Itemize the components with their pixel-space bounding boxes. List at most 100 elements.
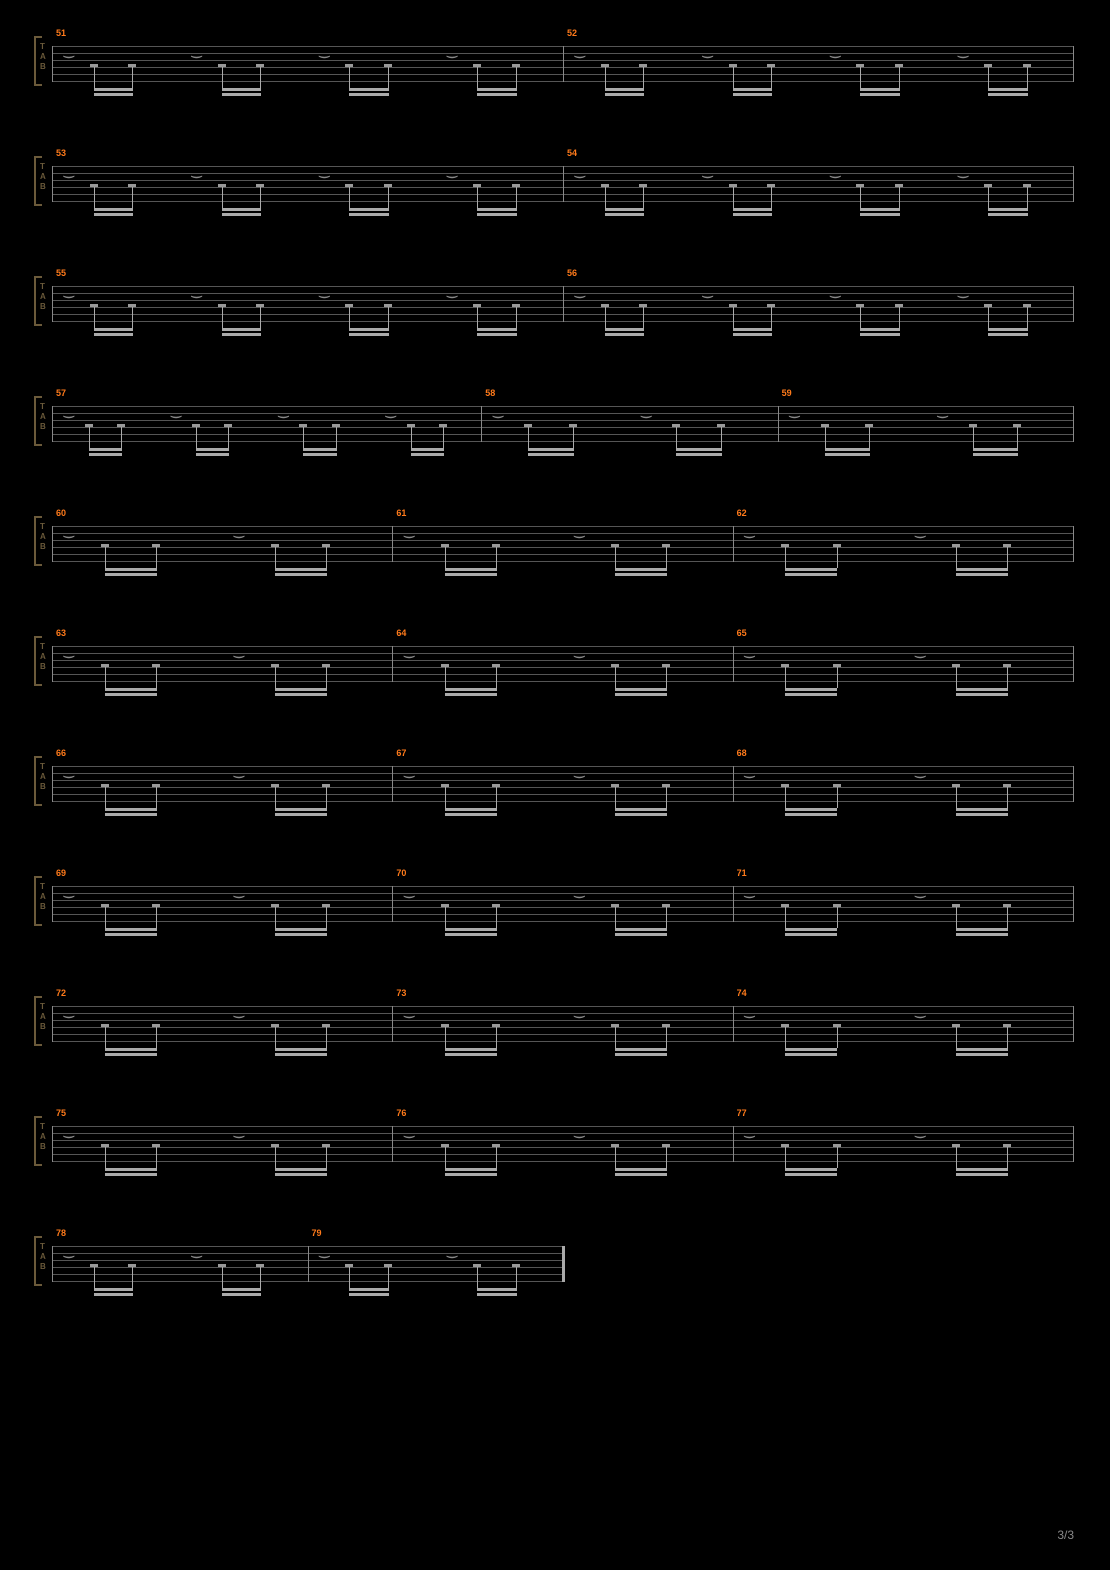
beam (349, 328, 388, 331)
beat-group: ‿ (190, 44, 302, 100)
beat-group: ‿ (62, 164, 174, 220)
beam (825, 448, 870, 451)
note-stem (496, 786, 497, 808)
note-head (345, 184, 353, 187)
note-stem (1007, 786, 1008, 808)
beam (275, 1168, 327, 1171)
beam-secondary (605, 333, 644, 336)
measure-number: 78 (56, 1228, 66, 1238)
barline (392, 1006, 393, 1042)
note-head (984, 64, 992, 67)
note-head (833, 664, 841, 667)
note-stem (988, 66, 989, 88)
note-head (332, 424, 340, 427)
beam (349, 88, 388, 91)
beam-secondary (445, 813, 497, 816)
note-head (322, 664, 330, 667)
beat-group: ‿ (232, 524, 386, 580)
beat-group: ‿ (701, 164, 813, 220)
note-head (611, 664, 619, 667)
note-head (152, 1144, 160, 1147)
beam (956, 1048, 1008, 1051)
note-stem (336, 426, 337, 448)
beam-secondary (94, 213, 133, 216)
beam (275, 1048, 327, 1051)
beam (105, 688, 157, 691)
note-stem (156, 906, 157, 928)
rest-icon: ‿ (574, 1004, 584, 1018)
beam-secondary (222, 1293, 261, 1296)
beat-group: ‿ (936, 404, 1068, 460)
note-stem (643, 306, 644, 328)
note-stem (275, 1026, 276, 1048)
tab-system: TAB78‿‿79‿‿ (36, 1240, 1074, 1302)
note-head (152, 784, 160, 787)
rest-icon: ‿ (234, 1124, 244, 1138)
rest-icon: ‿ (915, 1124, 925, 1138)
note-head (271, 1144, 279, 1147)
note-head (717, 424, 725, 427)
beam (956, 688, 1008, 691)
note-head (524, 424, 532, 427)
note-stem (132, 1266, 133, 1288)
rest-icon: ‿ (831, 164, 841, 178)
note-head (90, 64, 98, 67)
beam-secondary (825, 453, 870, 456)
final-barline (562, 1246, 565, 1282)
beam-secondary (94, 1293, 133, 1296)
beam (105, 568, 157, 571)
beam-secondary (196, 453, 229, 456)
note-head (833, 544, 841, 547)
page-number: 3/3 (1057, 1528, 1074, 1542)
tab-system: TAB72‿‿73‿‿74‿‿ (36, 1000, 1074, 1062)
note-head (128, 1264, 136, 1267)
note-stem (275, 666, 276, 688)
note-stem (837, 666, 838, 688)
note-head (1023, 304, 1031, 307)
beam-secondary (411, 453, 444, 456)
note-head (384, 184, 392, 187)
rest-icon: ‿ (745, 884, 755, 898)
note-stem (156, 1026, 157, 1048)
rest-icon: ‿ (234, 524, 244, 538)
beam-secondary (222, 93, 261, 96)
note-head (101, 544, 109, 547)
beam-secondary (956, 573, 1008, 576)
note-stem (349, 306, 350, 328)
measure-number: 53 (56, 148, 66, 158)
note-head (473, 64, 481, 67)
rest-icon: ‿ (320, 44, 330, 58)
note-head (1003, 1144, 1011, 1147)
barline (733, 1006, 734, 1042)
note-head (1003, 664, 1011, 667)
note-head (218, 184, 226, 187)
tab-system: TAB75‿‿76‿‿77‿‿ (36, 1120, 1074, 1182)
beam-secondary (222, 333, 261, 336)
note-head (85, 424, 93, 427)
tab-system: TAB60‿‿61‿‿62‿‿ (36, 520, 1074, 582)
beam (615, 928, 667, 931)
note-stem (260, 1266, 261, 1288)
beat-group: ‿ (445, 164, 557, 220)
beat-group: ‿ (743, 764, 898, 820)
beam-secondary (676, 453, 721, 456)
beam-secondary (956, 1053, 1008, 1056)
note-head (662, 664, 670, 667)
note-stem (956, 546, 957, 568)
note-stem (105, 666, 106, 688)
note-stem (388, 186, 389, 208)
note-head (256, 304, 264, 307)
beam (445, 688, 497, 691)
beam-secondary (105, 813, 157, 816)
note-stem (573, 426, 574, 448)
note-stem (988, 186, 989, 208)
beam-secondary (275, 1053, 327, 1056)
note-head (441, 544, 449, 547)
beat-group: ‿ (743, 644, 898, 700)
note-stem (1007, 906, 1008, 928)
beat-group: ‿ (190, 1244, 302, 1300)
note-stem (411, 426, 412, 448)
beam (477, 328, 516, 331)
measure-number: 62 (737, 508, 747, 518)
beat-group: ‿ (402, 764, 556, 820)
